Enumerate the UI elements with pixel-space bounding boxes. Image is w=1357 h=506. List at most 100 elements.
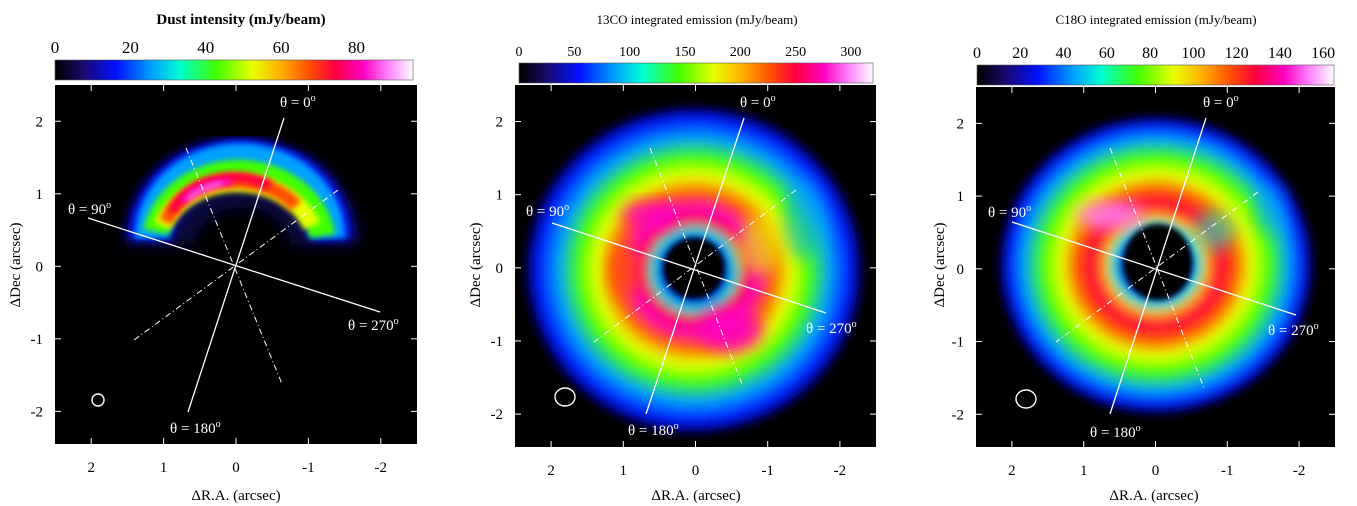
y-tick-label: -2: [952, 407, 965, 423]
minor-axis-line: [185, 147, 283, 385]
colorbar-tick-label: 100: [619, 45, 640, 60]
angle-label-270: θ = 270o: [1268, 321, 1319, 339]
theta-90-270-line: [551, 222, 827, 314]
y-axis-label: ΔDec (arcsec): [468, 222, 484, 307]
angle-label-270: θ = 270o: [348, 316, 399, 334]
y-tick-label: 2: [957, 116, 965, 132]
x-tick-label: -1: [302, 460, 315, 476]
x-tick-label: 0: [232, 460, 240, 476]
y-axis-label: ΔDec (arcsec): [8, 222, 24, 307]
x-tick-label: 2: [547, 463, 555, 479]
x-tick-label: -1: [1221, 463, 1234, 479]
colorbar-tick-label: 160: [1311, 45, 1335, 62]
y-tick-label: 0: [36, 259, 44, 275]
y-tick-label: 0: [957, 262, 965, 278]
y-tick-label: -1: [31, 332, 44, 348]
angle-label-0: θ = 0o: [280, 93, 316, 111]
x-axis-label: ΔR.A. (arcsec): [1109, 488, 1198, 504]
colorbar-tick-label: 40: [1056, 45, 1072, 62]
y-tick-label: 2: [36, 114, 44, 130]
minor-axis-line: [1055, 191, 1259, 343]
colorbar-tick-label: 0: [516, 45, 523, 60]
y-tick-label: 2: [496, 115, 504, 131]
y-tick-label: -2: [31, 404, 44, 420]
y-tick-label: 0: [496, 261, 504, 277]
x-tick-label: 1: [1080, 463, 1088, 479]
y-axis-label: ΔDec (arcsec): [932, 222, 948, 307]
axis-overlay-lines: [1011, 117, 1297, 415]
panel-title: Dust intensity (mJy/beam): [156, 12, 325, 28]
theta-90-270-line: [1011, 221, 1297, 316]
minor-axis-line: [133, 189, 339, 341]
angle-label-180: θ = 180o: [628, 421, 679, 439]
colorbar-tick-label: 300: [840, 45, 861, 60]
angle-label-90: θ = 90o: [526, 202, 569, 220]
colorbar-tick-label: 100: [1181, 45, 1205, 62]
beam-ellipse: [1015, 389, 1037, 409]
colorbar-ticklabels: 0 20 40 60 80: [51, 38, 365, 80]
y-tick-label: -1: [491, 334, 504, 350]
colorbar-tick-label: 20: [122, 38, 139, 57]
panel-c18o: C18O integrated emission (mJy/beam) 0 20 4…: [932, 12, 1335, 504]
x-tick-label: 1: [620, 463, 628, 479]
y-tick-label: 1: [36, 187, 44, 203]
x-tick-label: -2: [1293, 463, 1306, 479]
x-tick-label: -2: [375, 460, 388, 476]
x-tick-label: 0: [692, 463, 700, 479]
x-tick-label: 0: [1152, 463, 1160, 479]
x-tick-label: 2: [1008, 463, 1016, 479]
colorbar-tick-label: 140: [1268, 45, 1292, 62]
y-tick-label: -1: [952, 335, 965, 351]
angle-label-180: θ = 180o: [170, 419, 221, 437]
y-tick-label: 1: [496, 188, 504, 204]
angle-label-90: θ = 90o: [68, 200, 111, 218]
angle-label-270: θ = 270o: [806, 319, 857, 337]
dust-emission-image: [125, 137, 360, 247]
angle-label-0: θ = 0o: [740, 93, 776, 111]
axis-overlay-lines: [87, 117, 381, 413]
colorbar-tick-label: 60: [1099, 45, 1115, 62]
c18o-emission-image: [998, 115, 1314, 415]
colorbar-tick-label: 80: [1142, 45, 1158, 62]
x-tick-label: 1: [160, 460, 168, 476]
y-tick-label: -2: [491, 407, 504, 423]
panel-dust: Dust intensity (mJy/beam) 0 20 40 60 80 θ = …: [8, 12, 417, 504]
minor-axis-line: [649, 147, 743, 385]
colorbar-tick-label: 150: [674, 45, 695, 60]
minor-axis-line: [1109, 147, 1205, 389]
beam-ellipse: [554, 387, 576, 407]
x-axis-label: ΔR.A. (arcsec): [191, 488, 280, 504]
axis-overlay-lines: [551, 117, 827, 415]
colorbar-tick-label: 50: [567, 45, 581, 60]
minor-axis-line: [593, 189, 797, 343]
axes: 2 1 0 -1 -2 2 1 0 -1 -2: [491, 85, 876, 479]
colorbar-tick-label: 250: [785, 45, 806, 60]
angle-label-0: θ = 0o: [1203, 93, 1239, 111]
panel-title: 13CO integrated emission (mJy/beam): [596, 12, 797, 27]
colorbar-tick-label: 40: [197, 38, 214, 57]
colorbar: [54, 59, 414, 81]
panel-13co: 13CO integrated emission (mJy/beam) 0 50 1…: [468, 12, 876, 504]
angle-label-180: θ = 180o: [1090, 423, 1141, 441]
theta-0-180-line: [1109, 117, 1207, 415]
colorbar-tick-label: 200: [730, 45, 751, 60]
colorbar: [518, 62, 874, 84]
colorbar-tick-label: 0: [973, 45, 981, 62]
colorbar-tick-label: 80: [348, 38, 365, 57]
colorbar-tick-label: 120: [1225, 45, 1249, 62]
colorbar-tick-label: 20: [1012, 45, 1028, 62]
angle-label-90: θ = 90o: [988, 203, 1031, 221]
y-tick-label: 1: [957, 189, 965, 205]
colorbar: [976, 64, 1335, 86]
x-tick-label: 2: [87, 460, 95, 476]
axes: 2 1 0 -1 -2 2 1 0 -1 -2: [952, 87, 1335, 479]
colorbar-tick-label: 0: [51, 38, 60, 57]
axes: 2 1 0 -1 -2 2 1 0 -1 -2: [31, 85, 417, 476]
panel-title: C18O integrated emission (mJy/beam): [1055, 12, 1256, 27]
x-tick-label: -1: [761, 463, 774, 479]
colorbar-tick-label: 60: [273, 38, 290, 57]
x-tick-label: -2: [834, 463, 847, 479]
beam-ellipse: [91, 393, 105, 407]
x-axis-label: ΔR.A. (arcsec): [651, 488, 740, 504]
